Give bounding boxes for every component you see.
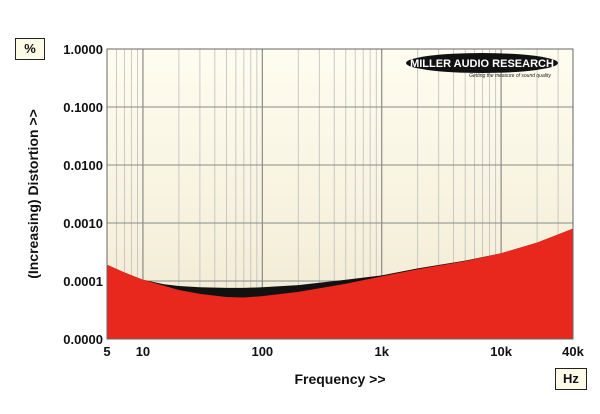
brand-logo-tagline: Getting the measure of sound quality xyxy=(469,73,551,79)
x-tick-label: 1k xyxy=(374,344,389,359)
y-tick-label: 0.1000 xyxy=(63,100,103,115)
x-tick-label: 10k xyxy=(490,344,512,359)
y-tick-label: 0.0001 xyxy=(63,274,103,289)
y-tick-labels: 0.0000 0.0001 0.0010 0.0100 0.1000 1.0000 xyxy=(63,42,103,347)
y-tick-label: 1.0000 xyxy=(63,42,103,57)
brand-logo-name: MILLER AUDIO RESEARCH xyxy=(410,58,554,70)
brand-logo: MILLER AUDIO RESEARCH Getting the measur… xyxy=(406,53,558,79)
x-tick-labels: 5 10 100 1k 10k 40k xyxy=(103,344,584,359)
x-unit-label: Hz xyxy=(555,368,587,390)
y-unit-label: % xyxy=(15,38,45,60)
y-tick-label: 0.0010 xyxy=(63,216,103,231)
y-tick-label: 0.0000 xyxy=(63,332,103,347)
y-axis-label: (Increasing) Distortion >> xyxy=(25,109,41,279)
plot-areas xyxy=(106,48,574,340)
y-tick-label: 0.0100 xyxy=(63,158,103,173)
x-axis-label: Frequency >> xyxy=(294,371,385,387)
x-tick-label: 10 xyxy=(136,344,150,359)
red-distortion-area xyxy=(107,228,573,339)
x-tick-label: 5 xyxy=(103,344,110,359)
x-tick-label: 40k xyxy=(562,344,584,359)
brand-logo-oval xyxy=(406,53,558,73)
x-tick-label: 100 xyxy=(251,344,273,359)
plot-border xyxy=(106,48,574,340)
